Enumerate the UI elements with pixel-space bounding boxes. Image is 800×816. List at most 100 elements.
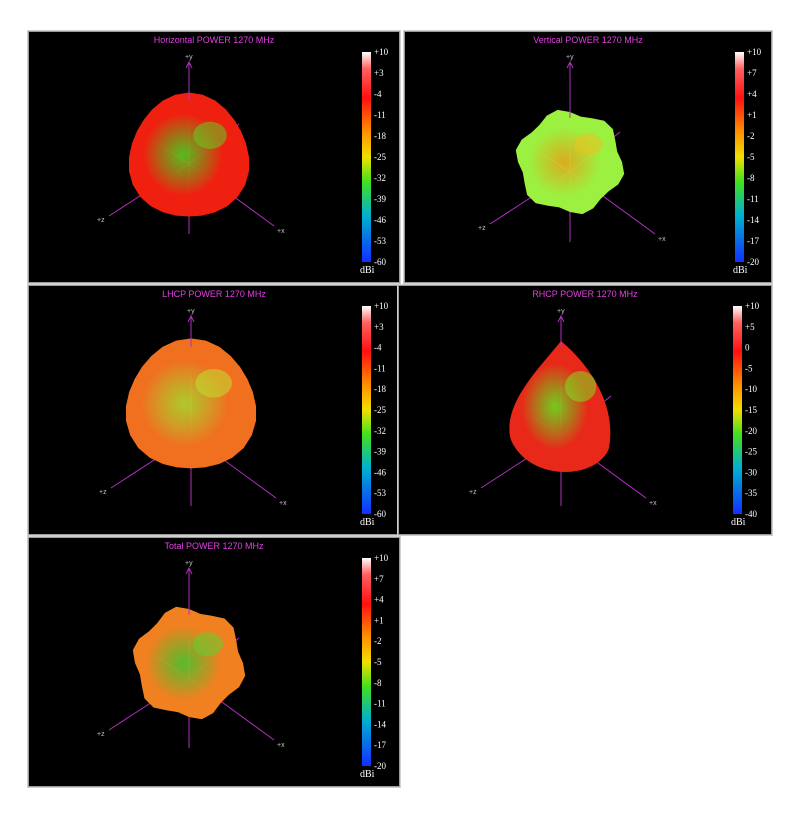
colorbar-unit-label: dBi — [360, 769, 375, 780]
colorbar-tick-label: +3 — [374, 68, 384, 78]
axis-label-y: +y — [185, 54, 193, 61]
axis-label-z: +z — [478, 225, 486, 232]
panel-title: RHCP POWER 1270 MHz — [532, 289, 638, 299]
panel-title: Total POWER 1270 MHz — [164, 541, 264, 551]
colorbar-tick-label: -4 — [374, 89, 382, 99]
pattern-body — [515, 109, 625, 215]
axis-label-z: +z — [97, 731, 105, 738]
pattern-panel-lhcp: LHCP POWER 1270 MHz +y +x +z +10 +3 -4 -11 -18 -… — [28, 285, 400, 535]
colorbar — [735, 52, 744, 262]
colorbar-tick-label: -53 — [374, 236, 386, 246]
axis-label-x: +x — [277, 742, 285, 749]
pattern-panel-vertical: Vertical POWER 1270 MHz +y +x +z +10 +7 +4 +1 -… — [404, 31, 772, 283]
axis-label-z: +z — [99, 489, 107, 496]
axis-label-y: +y — [566, 54, 574, 61]
colorbar-tick-label: -10 — [745, 384, 757, 394]
colorbar-tick-label: -5 — [374, 657, 382, 667]
colorbar-tick-label: 0 — [745, 343, 750, 353]
colorbar-tick-label: -2 — [747, 131, 755, 141]
colorbar-tick-label: +10 — [745, 301, 760, 311]
colorbar-tick-label: +4 — [747, 89, 757, 99]
pattern-highlight — [564, 371, 597, 402]
colorbar-tick-label: -25 — [374, 405, 386, 415]
pattern-highlight — [193, 121, 227, 149]
colorbar-tick-label: -40 — [745, 509, 757, 519]
colorbar-tick-label: -17 — [374, 740, 386, 750]
y-axis-arrow — [185, 60, 193, 69]
colorbar-tick-label: -4 — [374, 343, 382, 353]
colorbar-tick-label: -25 — [374, 152, 386, 162]
colorbar-tick-label: +1 — [747, 110, 757, 120]
colorbar-tick-label: -15 — [745, 405, 757, 415]
colorbar-tick-label: -2 — [374, 636, 382, 646]
colorbar-tick-label: -8 — [374, 678, 382, 688]
pattern-panel-rhcp: RHCP POWER 1270 MHz +y +x +z +10 +5 0 -5 -10 -15… — [398, 285, 772, 535]
colorbar-tick-label: -18 — [374, 384, 386, 394]
pattern-body — [126, 338, 256, 469]
colorbar-tick-label: +10 — [374, 553, 389, 563]
colorbar-unit-label: dBi — [731, 517, 746, 528]
colorbar-tick-label: -35 — [745, 488, 757, 498]
colorbar-tick-label: +1 — [374, 615, 384, 625]
colorbar — [362, 52, 371, 262]
colorbar-tick-label: -32 — [374, 426, 386, 436]
colorbar-unit-label: dBi — [360, 517, 375, 528]
colorbar-tick-label: +5 — [745, 322, 755, 332]
colorbar-tick-label: -5 — [747, 152, 755, 162]
colorbar-tick-label: -20 — [747, 257, 759, 267]
y-axis-arrow — [566, 60, 574, 69]
axis-label-z: +z — [469, 489, 477, 496]
pattern-highlight — [192, 632, 224, 656]
colorbar-tick-label: -11 — [374, 110, 386, 120]
colorbar-tick-label: -14 — [747, 215, 759, 225]
colorbar-tick-label: -11 — [374, 363, 386, 373]
pattern-body — [132, 606, 246, 720]
y-axis-arrow — [557, 314, 565, 323]
colorbar-tick-label: +7 — [374, 574, 384, 584]
axis-label-y: +y — [557, 308, 565, 315]
axis-label-z: +z — [97, 217, 105, 224]
colorbar-unit-label: dBi — [733, 265, 748, 276]
colorbar-tick-label: +10 — [374, 301, 389, 311]
colorbar-tick-label: -39 — [374, 194, 386, 204]
panel-title: Vertical POWER 1270 MHz — [533, 35, 643, 45]
axis-label-x: +x — [277, 228, 285, 235]
pattern-body — [509, 341, 611, 472]
colorbar-tick-label: -25 — [745, 447, 757, 457]
colorbar — [362, 306, 371, 514]
colorbar-tick-label: -20 — [745, 426, 757, 436]
pattern-body — [129, 92, 249, 217]
colorbar-tick-label: -5 — [745, 363, 753, 373]
colorbar-tick-label: -53 — [374, 488, 386, 498]
axis-label-x: +x — [279, 500, 287, 507]
colorbar-tick-label: -11 — [374, 699, 386, 709]
colorbar-tick-label: +10 — [374, 47, 389, 57]
pattern-highlight — [195, 368, 232, 398]
axis-label-y: +y — [185, 560, 193, 567]
colorbar-tick-label: +4 — [374, 595, 384, 605]
panel-title: Horizontal POWER 1270 MHz — [153, 35, 275, 45]
axis-label-y: +y — [187, 308, 195, 315]
pattern-highlight — [573, 133, 603, 156]
colorbar-tick-label: -30 — [745, 467, 757, 477]
colorbar-tick-label: -14 — [374, 719, 386, 729]
colorbar-unit-label: dBi — [360, 265, 375, 276]
colorbar-tick-label: -32 — [374, 173, 386, 183]
y-axis-arrow — [185, 566, 193, 575]
y-axis-arrow — [187, 314, 195, 323]
colorbar — [362, 558, 371, 766]
axis-label-x: +x — [658, 236, 666, 243]
colorbar-tick-label: -17 — [747, 236, 759, 246]
colorbar-tick-label: -60 — [374, 257, 386, 267]
panel-title: LHCP POWER 1270 MHz — [162, 289, 266, 299]
axis-label-x: +x — [649, 500, 657, 507]
colorbar-tick-label: -11 — [747, 194, 759, 204]
pattern-panel-horizontal: Horizontal POWER 1270 MHz +y +x +z +10 +3 -4 -… — [28, 31, 400, 283]
colorbar-tick-label: +10 — [747, 47, 762, 57]
colorbar-tick-label: -39 — [374, 447, 386, 457]
